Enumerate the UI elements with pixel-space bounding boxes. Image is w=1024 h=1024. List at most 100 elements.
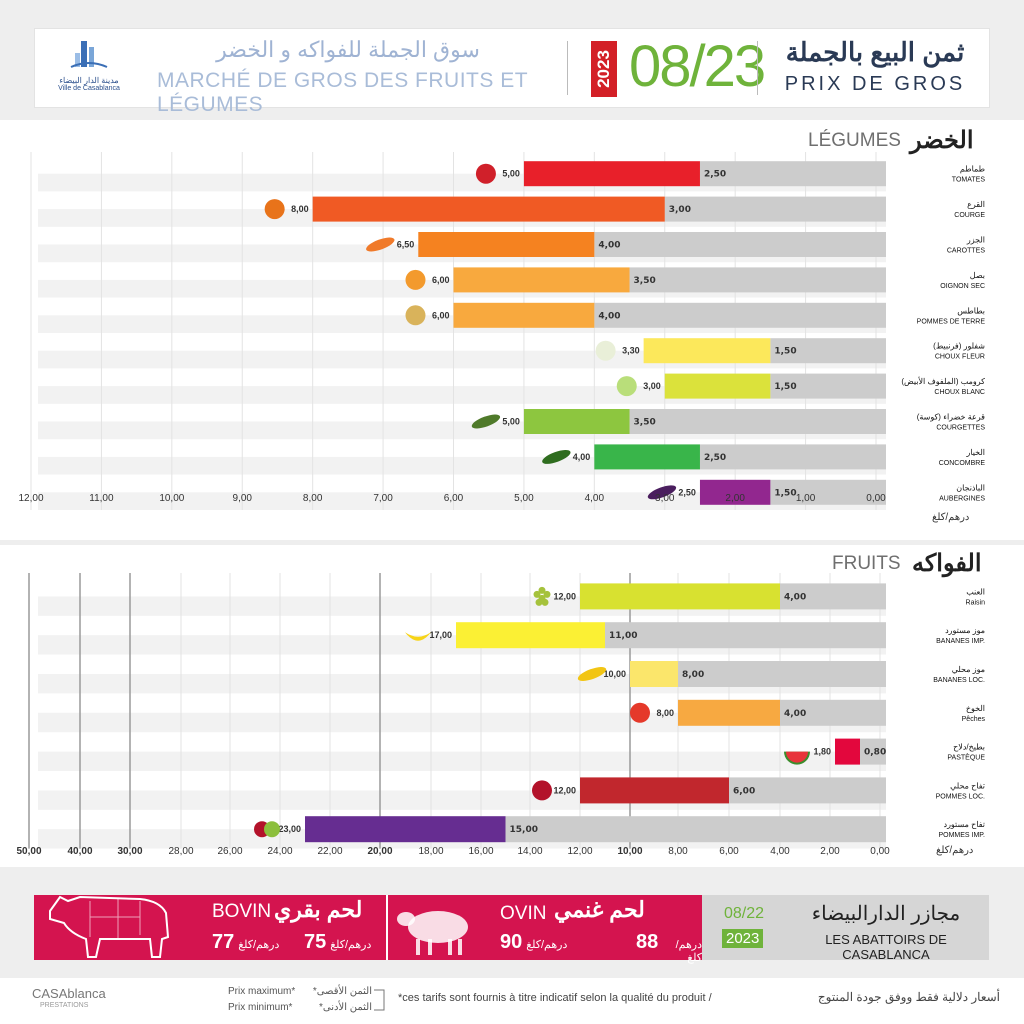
min-bar [629,409,886,434]
range-bar [664,373,771,399]
range-bar [580,777,729,804]
bovin-prev-price: 77 [212,931,235,953]
min-label: 4,00 [598,241,620,251]
market-title-fr: MARCHÉ DE GROS DES FRUITS ET LÉGUMES [157,69,528,116]
tick-label: 16,00 [468,846,493,857]
max-label: 3,00 [643,381,661,391]
sheep-icon [397,911,468,955]
max-label: 23,00 [278,824,301,834]
min-label: 2,50 [704,170,726,180]
min-label: 0,80 [864,748,886,758]
fruits-unit: درهم/كلغ [936,845,974,856]
vegetables-unit: درهم/كلغ [932,512,970,523]
tick-label: 6,00 [444,493,464,504]
min-bar [629,267,886,293]
range-bar [312,196,665,222]
category-label-ar: تفاح مستورد [944,820,986,829]
tick-label: 7,00 [373,493,393,504]
tick-label: 10,00 [617,846,642,857]
range-bar [699,479,771,505]
min-bar [699,444,886,470]
brand-sub: PRESTATIONS [40,1002,89,1009]
range-bar [523,161,700,187]
category-label-fr: CHOUX FLEUR [935,354,985,361]
meat-banner: BOVIN لحم بقري درهم/كلغ 77 درهم/كلغ 75 O… [34,895,989,964]
bovin-card: BOVIN لحم بقري درهم/كلغ 77 درهم/كلغ 75 [34,895,386,960]
fruits-title-fr: FRUITS [832,553,901,574]
fruits-plot: 4,00 12,00 العنب Raisin 11,00 17,00 موز مستورد… [16,573,985,857]
ovin-prev-unit: درهم/كلغ [526,939,568,951]
legend-min: Prix minimum* [228,1002,293,1013]
category-label-ar: القرع [967,200,985,209]
price-title-fr: PRIX DE GROS [784,73,966,95]
tick-label: 4,00 [770,846,790,857]
category-label-fr: POMMES DE TERRE [917,318,986,325]
category-label-fr: PASTÈQUE [947,753,985,762]
tick-label: 2,00 [820,846,840,857]
max-label: 3,30 [622,346,640,356]
category-label-ar: طماطم [960,165,985,174]
range-bar [523,409,630,434]
category-label-ar: موز مستورد [945,626,985,635]
category-label-fr: COURGETTES [936,425,985,432]
city-logo-icon [70,41,108,68]
tick-label: 2,00 [725,493,745,504]
tick-label: 9,00 [233,493,253,504]
min-bar [594,232,886,257]
zucchini-icon [471,414,501,429]
min-label: 2,50 [704,453,726,463]
category-label-fr: AUBERGINES [939,495,985,502]
max-label: 8,00 [291,204,309,214]
divider-2 [757,41,758,95]
header-banner: مدينة الدار البيضاء Ville de Casablanca … [34,28,990,116]
category-label-ar: الباذنجان [956,483,985,492]
bovin-prev: درهم/كلغ 77 [212,931,279,954]
min-label: 4,00 [784,709,806,719]
tick-label: 20,00 [367,846,392,857]
brand-logo: CASAblanca [32,986,106,1001]
tick-label: 0,00 [866,493,886,504]
max-label: 6,00 [432,275,450,285]
footer: CASAblanca PRESTATIONS Prix maximum* Pri… [0,978,1024,1024]
category-label-ar: الخيار [965,448,985,457]
min-label: 1,50 [774,382,796,392]
row-stripe [38,492,886,510]
min-bar [699,161,886,187]
range-bar [678,699,780,726]
légumes-plot: 2,50 5,00 طماطم TOMATES 3,00 8,00 القرع COURGE 4… [18,152,985,510]
potato-icon [405,305,426,326]
apples-icon [254,821,280,838]
category-label-ar: تفاح محلي [950,781,985,790]
min-label: 4,00 [598,311,620,321]
category-label-fr: CHOUX BLANC [934,389,985,396]
watermelon-icon [784,751,810,765]
legend-bracket-icon [374,989,385,1011]
max-label: 12,00 [553,591,576,601]
ovin-unit: درهم/كلغ [675,939,702,964]
note-fr: *ces tarifs sont fournis à titre indicat… [398,992,712,1004]
min-bar [605,622,886,649]
vegetables-panel: الخضر LÉGUMES 2,50 5,00 طماطم TOMATES 3,00 8,… [0,120,1024,540]
max-label: 17,00 [429,630,452,640]
legend-max-ar: الثمن الأقصى* [312,986,372,997]
bovin-current: درهم/كلغ 75 [304,931,371,954]
year-badge: 2023 [591,41,617,97]
tick-label: 12,00 [567,846,592,857]
category-label-fr: POMMES LOC. [936,793,985,800]
tick-label: 24,00 [267,846,292,857]
category-label-ar: بطيخ/دلاح [953,743,985,752]
category-label-fr: BANANES IMP. [936,638,985,645]
min-bar [594,302,886,328]
ovin-label-ar: لحم غنمي [554,897,645,922]
tick-label: 12,00 [18,493,43,504]
tick-label: 5,00 [514,493,534,504]
min-label: 15,00 [510,825,538,835]
max-label: 5,00 [502,417,520,427]
grapes-icon [533,586,551,606]
min-label: 1,50 [774,347,796,357]
min-label: 6,00 [733,786,755,796]
min-bar [678,661,886,687]
category-label-fr: OIGNON SEC [940,283,985,290]
max-label: 1,80 [813,747,831,757]
category-label-fr: POMMES IMP. [938,832,985,839]
